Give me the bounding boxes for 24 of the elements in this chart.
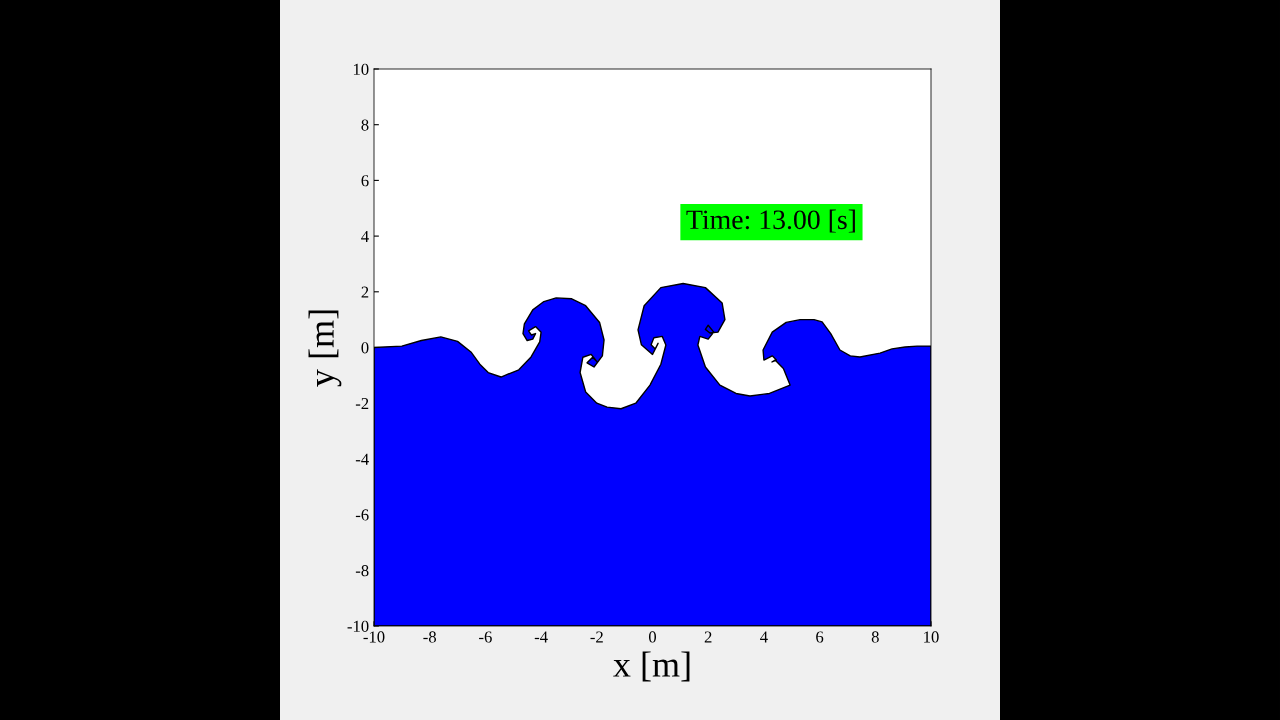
x-tick-label: -2 <box>590 631 603 643</box>
y-tick-label: -10 <box>347 620 369 632</box>
x-tick-label: -6 <box>479 631 492 643</box>
x-tick-label: 8 <box>871 631 879 643</box>
y-tick-label: -6 <box>355 509 369 521</box>
y-tick-label: 8 <box>361 119 369 131</box>
x-tick-label: 0 <box>648 631 657 643</box>
y-tick-label: 6 <box>361 175 369 187</box>
y-axis-title: y [m] <box>308 310 342 387</box>
x-tick-label: -8 <box>423 631 437 643</box>
y-tick-label: -2 <box>355 397 369 409</box>
y-tick-label: 2 <box>361 286 369 298</box>
y-tick-label: 4 <box>361 230 369 242</box>
y-tick-label: 0 <box>361 342 369 354</box>
x-tick-label: 6 <box>816 631 824 643</box>
x-axis-title: x [m] <box>613 651 690 682</box>
x-tick-label: 4 <box>760 631 768 643</box>
x-tick-label: 2 <box>704 631 712 643</box>
annotation: Time: 13.00 [s] <box>686 209 855 233</box>
x-tick-label: 10 <box>924 631 939 643</box>
y-tick-label: -8 <box>355 565 369 577</box>
x-tick-label: -4 <box>534 631 548 643</box>
y-tick-label: -4 <box>355 453 369 465</box>
y-tick-label: 10 <box>353 63 369 75</box>
